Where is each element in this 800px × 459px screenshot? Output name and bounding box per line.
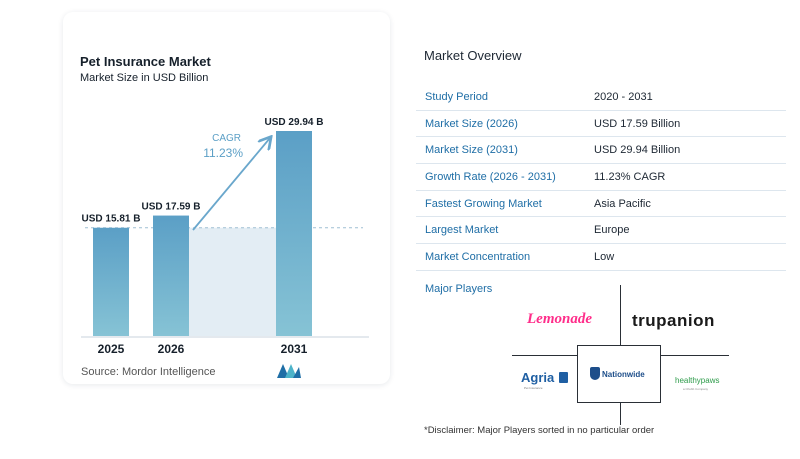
tick-label-2031: 2031 bbox=[281, 342, 308, 356]
overview-label: Market Concentration bbox=[425, 251, 531, 264]
chart-subtitle: Market Size in USD Billion bbox=[80, 72, 209, 84]
bar-2031 bbox=[276, 131, 312, 336]
agria-tagline: Pet Insurance bbox=[524, 386, 543, 390]
healthypaws-logo: healthypaws bbox=[675, 376, 720, 385]
overview-label: Market Size (2026) bbox=[425, 117, 518, 130]
overview-title: Market Overview bbox=[424, 48, 522, 63]
overview-value: 2020 - 2031 bbox=[594, 91, 653, 103]
bar-2025 bbox=[93, 227, 129, 336]
overview-value: USD 29.94 Billion bbox=[594, 144, 681, 157]
overview-value: 11.23% CAGR bbox=[594, 171, 666, 184]
overview-row: Fastest Growing Market Asia Pacific bbox=[416, 191, 786, 218]
data-label-2031: USD 29.94 B bbox=[265, 117, 324, 128]
disclaimer: *Disclaimer: Major Players sorted in no … bbox=[424, 425, 655, 436]
grid-divider bbox=[620, 403, 621, 425]
healthypaws-tagline: a Chubb Company bbox=[683, 387, 709, 391]
overview-value: Europe bbox=[594, 224, 630, 237]
overview-row: Market Concentration Low bbox=[416, 244, 786, 271]
tick-label-2025: 2025 bbox=[98, 342, 125, 356]
growth-arrow bbox=[192, 138, 270, 231]
chart-card: Pet Insurance Market Market Size in USD … bbox=[63, 12, 390, 384]
chart-title: Pet Insurance Market bbox=[80, 54, 211, 69]
overview-label: Study Period bbox=[425, 91, 488, 103]
overview-label: Market Size (2031) bbox=[425, 144, 518, 157]
nationwide-eagle-icon bbox=[590, 367, 600, 380]
lemonade-logo: Lemonade bbox=[527, 311, 592, 327]
data-label-2026: USD 17.59 B bbox=[142, 202, 201, 213]
overview-row: Growth Rate (2026 - 2031) 11.23% CAGR bbox=[416, 164, 786, 191]
grid-divider bbox=[620, 285, 621, 345]
overview-value: USD 17.59 Billion bbox=[594, 117, 681, 130]
tick-label-2026: 2026 bbox=[158, 342, 185, 356]
data-label-2025: USD 15.81 B bbox=[82, 214, 141, 225]
overview-row: Largest Market Europe bbox=[416, 217, 786, 245]
growth-band bbox=[189, 227, 276, 336]
nationwide-logo-box bbox=[577, 345, 661, 403]
overview-label: Largest Market bbox=[425, 224, 499, 237]
bar-chart: USD 15.81 B 2025 USD 17.59 B 2026 USD 29.94 … bbox=[81, 117, 369, 356]
nationwide-logo: Nationwide bbox=[602, 370, 645, 379]
overview-row: Study Period 2020 - 2031 bbox=[416, 84, 786, 111]
grid-divider bbox=[512, 355, 577, 356]
overview-row: Market Size (2031) USD 29.94 Billion bbox=[416, 137, 786, 165]
overview-value: Asia Pacific bbox=[594, 197, 651, 210]
grid-divider bbox=[661, 355, 729, 356]
agria-logo: Agria bbox=[521, 370, 555, 385]
overview-label: Growth Rate (2026 - 2031) bbox=[425, 171, 556, 184]
trupanion-logo: trupanion bbox=[632, 311, 715, 330]
players-title: Major Players bbox=[425, 283, 493, 295]
overview-value: Low bbox=[594, 251, 615, 264]
agria-badge-icon bbox=[559, 372, 568, 383]
overview-label: Fastest Growing Market bbox=[425, 197, 542, 210]
chart-source: Source: Mordor Intelligence bbox=[81, 366, 216, 378]
mordor-logo-icon bbox=[277, 364, 301, 378]
overview-row: Market Size (2026) USD 17.59 Billion bbox=[416, 111, 786, 138]
cagr-value: 11.23% bbox=[203, 146, 243, 160]
bar-2026 bbox=[153, 215, 189, 336]
overview-table: Study Period 2020 - 2031 Market Size (20… bbox=[416, 84, 786, 271]
cagr-label: CAGR bbox=[212, 133, 241, 144]
